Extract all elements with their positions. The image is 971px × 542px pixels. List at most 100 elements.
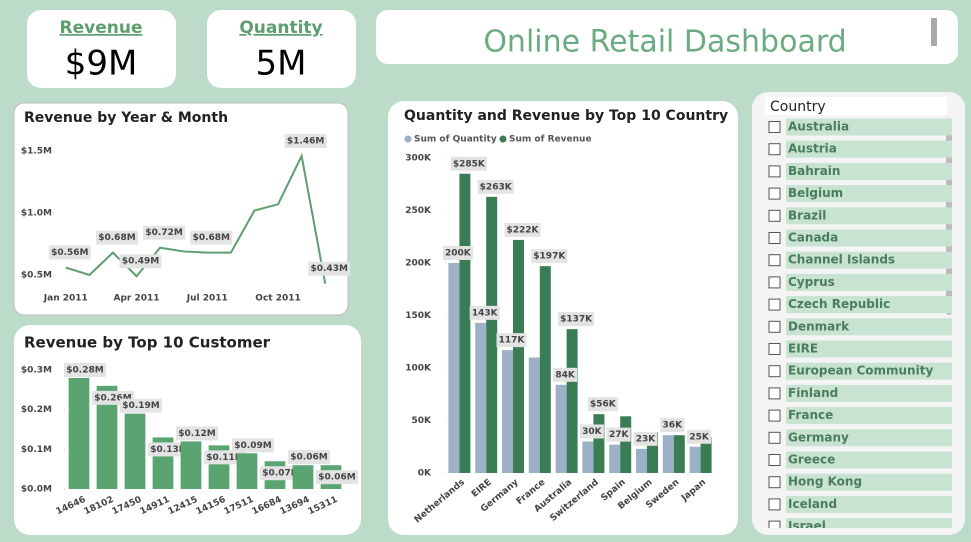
y-tick-label: $0.5M <box>21 271 52 281</box>
value-label-bg <box>260 466 302 481</box>
value-label: 84K <box>555 370 576 380</box>
slicer-item-bg <box>786 251 952 269</box>
y-tick-label: $0.3M <box>21 366 52 376</box>
line <box>65 152 327 284</box>
slicer-item-bg <box>786 118 952 136</box>
checkbox <box>768 365 781 378</box>
slicer-item-bg <box>786 207 952 225</box>
value-label-bg <box>288 450 330 465</box>
bar <box>689 446 701 473</box>
value-label-bg <box>531 249 568 264</box>
slicer-item: Finland <box>788 386 838 400</box>
value-label-bg <box>660 418 685 433</box>
checkbox <box>768 232 781 244</box>
value-label: 36K <box>663 421 684 431</box>
x-tick-label: Jan 2011 <box>43 294 88 304</box>
value-label-bg <box>558 312 595 327</box>
card-label: Revenue <box>60 18 143 38</box>
value-label-bg <box>284 133 327 148</box>
slicer-item-bg <box>786 362 952 380</box>
checkbox <box>768 276 781 289</box>
value-label-bg <box>469 305 500 320</box>
slicer-item: Australia <box>788 120 849 134</box>
value-label: $0.68M <box>193 233 230 243</box>
checkbox <box>768 187 781 200</box>
value-label: $197K <box>533 252 566 262</box>
value-label-bg <box>204 450 246 465</box>
checkbox <box>768 498 781 511</box>
slicer-item-bg <box>786 407 952 425</box>
slicer-item: European Community <box>788 364 933 378</box>
slicer-item: Cyprus <box>788 275 835 289</box>
slicer-panel <box>752 92 965 535</box>
slicer-item-bg <box>786 140 952 158</box>
checkbox <box>768 431 781 444</box>
legend-swatch <box>499 135 507 143</box>
value-label-bg <box>308 261 351 276</box>
slicer-item-bg <box>786 340 952 358</box>
chart-title: Revenue by Year & Month <box>24 110 228 126</box>
bar <box>555 384 567 473</box>
value-label: $222K <box>506 225 539 235</box>
slicer-item: Channel Islands <box>788 253 895 267</box>
checkbox <box>768 454 781 466</box>
value-label-bg <box>687 429 712 444</box>
slicer-item-bg <box>786 185 952 203</box>
y-tick-label: 300K <box>405 154 432 164</box>
value-label: $0.07M <box>262 469 299 479</box>
bar <box>180 441 202 489</box>
y-tick-label: 150K <box>405 311 432 321</box>
x-tick-label: Apr 2011 <box>114 294 160 304</box>
slicer-item: France <box>788 408 833 422</box>
value-label: $0.19M <box>122 401 159 411</box>
value-label: $1.46M <box>287 136 324 146</box>
value-label-bg <box>148 442 190 457</box>
bar <box>566 329 578 473</box>
bar <box>582 441 594 473</box>
value-label: $0.06M <box>290 453 327 463</box>
chart-panel <box>13 102 349 316</box>
value-label: $0.28M <box>66 365 103 375</box>
slicer-item: Hong Kong <box>788 475 862 489</box>
slicer-item: Brazil <box>788 208 826 222</box>
value-label: $0.12M <box>178 429 215 439</box>
card-value: $9M <box>65 44 138 84</box>
bar <box>662 435 674 473</box>
slicer-item-bg <box>786 451 952 469</box>
bar <box>647 432 658 473</box>
checkbox <box>768 409 781 422</box>
title-box <box>376 10 958 64</box>
bar <box>459 173 471 473</box>
value-label-bg <box>496 333 527 348</box>
bar <box>124 413 146 489</box>
slicer-item-bg <box>786 162 952 180</box>
slicer-item: Israel <box>788 519 826 533</box>
value-label: $0.13M <box>150 445 187 455</box>
slicer-item: Denmark <box>788 319 850 333</box>
checkbox <box>768 343 781 355</box>
slicer-item-bg <box>786 229 952 247</box>
y-tick-label: $0.0M <box>21 485 52 495</box>
slicer-item: Austria <box>788 142 837 156</box>
value-label-bg <box>477 179 514 194</box>
y-tick-label: 100K <box>405 364 432 374</box>
bar <box>700 437 712 473</box>
bar <box>593 414 605 473</box>
value-label-bg <box>232 438 274 453</box>
value-label-bg <box>316 470 358 485</box>
bar <box>68 377 90 489</box>
slicer-item-bg <box>786 273 952 291</box>
value-label-bg <box>95 230 138 245</box>
y-tick-label: $0.1M <box>21 445 52 455</box>
y-tick-label: 50K <box>412 416 433 426</box>
slicer-header-bg <box>765 97 947 115</box>
y-tick-label: $1.5M <box>21 147 52 157</box>
value-label-bg <box>120 398 162 413</box>
chart-title: Quantity and Revenue by Top 10 Country <box>404 108 728 124</box>
checkbox <box>768 476 781 489</box>
chart-title: Revenue by Top 10 Customer <box>24 334 271 352</box>
legend-label: Sum of Quantity <box>414 135 497 145</box>
value-label: $137K <box>560 315 593 325</box>
value-label-bg <box>587 397 618 412</box>
